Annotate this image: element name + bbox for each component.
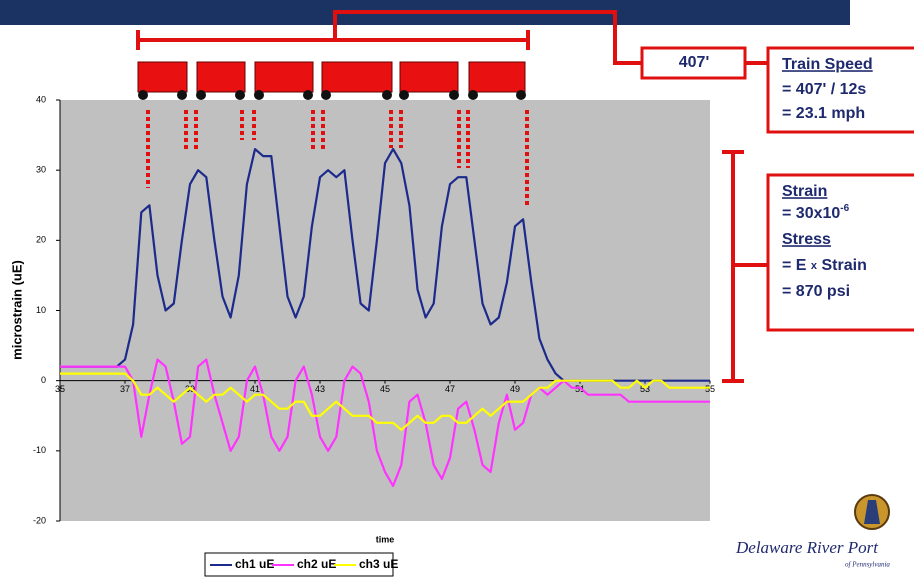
distance-box xyxy=(640,46,747,80)
strain-exponent: -6 xyxy=(840,203,849,214)
x-tick-label: 47 xyxy=(445,384,455,394)
legend-label: ch2 uE xyxy=(297,557,336,571)
speed-line: = 407' / 12s xyxy=(782,81,866,98)
stress-title: Stress xyxy=(782,231,831,248)
strain-base: = 30x10 xyxy=(782,205,840,222)
legend xyxy=(204,552,394,577)
y-tick-label: 30 xyxy=(36,165,46,175)
strain-value: = 30x10-6 xyxy=(782,203,850,223)
stress-value: = 870 psi xyxy=(782,283,850,300)
logo-name: Delaware River Port xyxy=(735,538,879,557)
y-tick-label: 20 xyxy=(36,235,46,245)
x-tick-label: 53 xyxy=(640,384,650,394)
y-tick-label: -20 xyxy=(33,515,46,525)
legend-label: ch1 uE xyxy=(235,557,274,571)
y-tick-label: 10 xyxy=(36,305,46,315)
x-tick-label: 43 xyxy=(315,384,325,394)
stress-formula-x: x xyxy=(811,260,818,272)
strain-title: Strain xyxy=(782,183,827,200)
distance-label: 407' xyxy=(679,54,710,71)
wheels xyxy=(138,90,526,100)
series-line xyxy=(60,358,710,487)
y-axis-title: microstrain (uE) xyxy=(9,260,24,360)
y-tick-label: -10 xyxy=(33,445,46,455)
stress-formula: = E x Strain xyxy=(782,257,867,274)
speed-title: Train Speed xyxy=(782,56,873,73)
stress-formula-b: Strain xyxy=(822,257,867,274)
x-tick-label: 37 xyxy=(120,384,130,394)
train xyxy=(137,61,526,93)
x-tick-label: 41 xyxy=(250,384,260,394)
axle-markers xyxy=(146,110,529,205)
y-tick-label: 40 xyxy=(36,94,46,104)
series-line xyxy=(60,372,710,431)
length-bracket xyxy=(136,10,768,383)
speed-line: = 23.1 mph xyxy=(782,105,865,122)
stress-formula-a: = E xyxy=(782,257,807,274)
speed-box xyxy=(766,46,914,134)
strain-box xyxy=(766,173,914,332)
x-axis-title: time xyxy=(376,534,395,544)
x-tick-label: 55 xyxy=(705,384,715,394)
x-tick-label: 49 xyxy=(510,384,520,394)
x-tick-label: 45 xyxy=(380,384,390,394)
legend-label: ch3 uE xyxy=(359,557,398,571)
logo-emblem xyxy=(864,500,880,524)
logo-sub: of Pennsylvania xyxy=(845,561,890,569)
y-tick-label: 0 xyxy=(41,375,46,385)
